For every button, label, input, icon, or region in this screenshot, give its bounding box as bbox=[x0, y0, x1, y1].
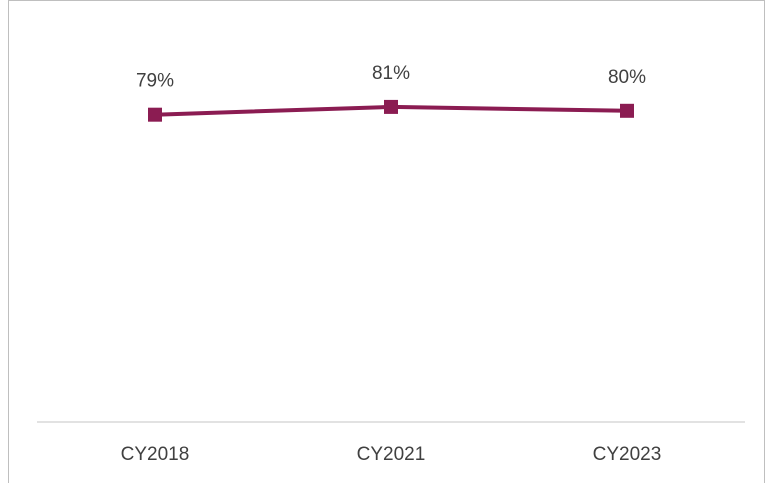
x-tick-label: CY2018 bbox=[121, 444, 190, 465]
x-tick-label: CY2023 bbox=[593, 444, 662, 465]
data-marker bbox=[148, 107, 162, 122]
data-label: 81% bbox=[372, 63, 410, 84]
data-marker bbox=[384, 99, 398, 114]
x-tick-label: CY2021 bbox=[357, 444, 426, 465]
data-label: 80% bbox=[608, 67, 646, 88]
data-marker bbox=[620, 103, 634, 118]
data-label: 79% bbox=[136, 71, 174, 92]
